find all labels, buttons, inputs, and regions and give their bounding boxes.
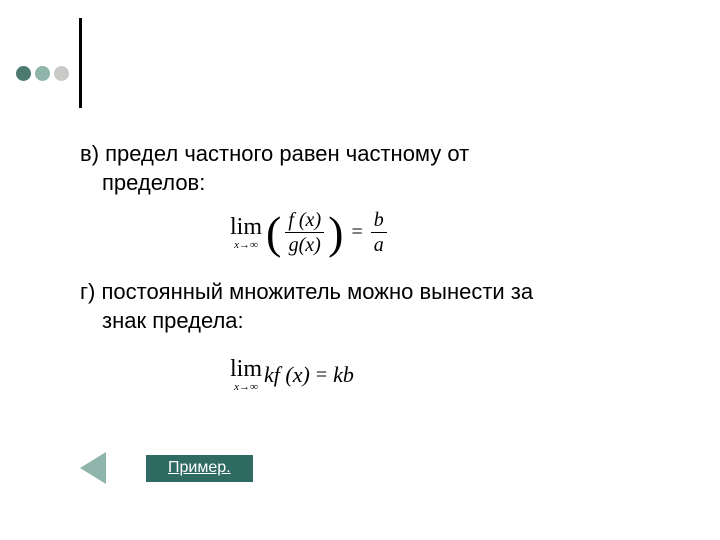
- dot-1: [16, 66, 31, 81]
- rhs-bar: [371, 232, 387, 233]
- equals-sign: =: [351, 221, 362, 244]
- lim-operator: lim x→∞: [230, 215, 262, 251]
- rhs-den: a: [371, 234, 387, 256]
- rule-c-text: в) предел частного равен частному от пре…: [80, 140, 640, 197]
- example-button[interactable]: Пример.: [146, 455, 253, 482]
- lim-word: lim: [230, 215, 262, 239]
- rule-d-line1: г) постоянный множитель можно вынести за: [80, 279, 533, 304]
- rhs-num: b: [371, 209, 387, 231]
- paren-left: (: [266, 212, 281, 253]
- formula-constant-factor: lim x→∞ kf (x) = kb: [230, 357, 640, 393]
- frac-den: g(x): [286, 234, 324, 256]
- dot-3: [54, 66, 69, 81]
- paren-right: ): [328, 212, 343, 253]
- navigation-row: Пример.: [80, 452, 253, 484]
- slide-body: в) предел частного равен частному от пре…: [80, 140, 640, 415]
- formula-rhs: kb: [333, 362, 354, 388]
- equals-sign-2: =: [316, 364, 327, 387]
- lim-word-2: lim: [230, 357, 262, 381]
- formula-quotient: lim x→∞ ( f (x) g(x) ) = b a: [230, 209, 640, 256]
- lim-operator-2: lim x→∞: [230, 357, 262, 393]
- fraction-fg: f (x) g(x): [285, 209, 324, 256]
- lim-sub-2: x→∞: [234, 382, 258, 393]
- rule-d-text: г) постоянный множитель можно вынести за…: [80, 278, 640, 335]
- rule-c-line2: пределов:: [80, 170, 205, 195]
- fraction-ba: b a: [371, 209, 387, 256]
- rule-d-line2: знак предела:: [80, 308, 244, 333]
- frac-bar: [285, 232, 324, 233]
- back-arrow-button[interactable]: [80, 452, 106, 484]
- header-decoration: [16, 28, 82, 118]
- lim-sub: x→∞: [234, 240, 258, 251]
- frac-num: f (x): [285, 209, 324, 231]
- vertical-divider: [79, 18, 82, 108]
- dot-2: [35, 66, 50, 81]
- formula-body: kf (x): [264, 362, 310, 388]
- rule-c-line1: в) предел частного равен частному от: [80, 141, 469, 166]
